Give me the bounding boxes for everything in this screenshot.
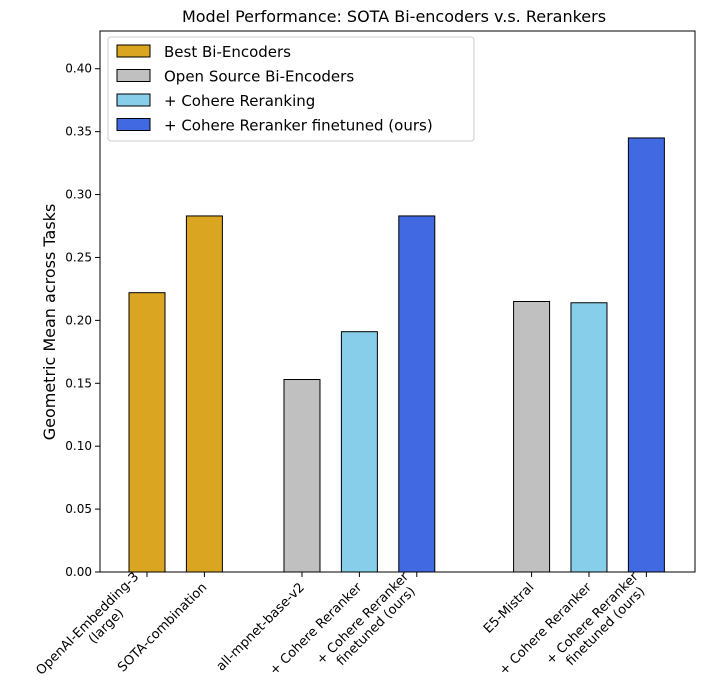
bars-layer [128, 137, 665, 573]
legend-label: + Cohere Reranker finetuned (ours) [164, 117, 433, 135]
bar [513, 301, 551, 573]
y-tick-label: 0.20 [65, 313, 92, 327]
x-tick-label: E5-Mistral [481, 580, 537, 636]
x-tick-label-line: SOTA-combination [115, 580, 210, 675]
y-tick-label: 0.10 [65, 439, 92, 453]
legend-label: Open Source Bi-Encoders [164, 68, 354, 86]
plot-frame [99, 30, 696, 573]
bar [627, 137, 665, 573]
bar [128, 292, 166, 573]
bar [570, 302, 608, 573]
y-tick-label: 0.40 [65, 62, 92, 76]
legend: Best Bi-Encoders Open Source Bi-Encoders +… [107, 36, 475, 142]
legend-box [107, 36, 475, 142]
y-tick-label: 0.15 [65, 376, 92, 390]
x-tick-label: SOTA-combination [115, 580, 210, 675]
legend-label: Best Bi-Encoders [164, 43, 291, 61]
legend-label: + Cohere Reranking [164, 92, 315, 110]
legend-swatch [116, 44, 151, 58]
bar [185, 215, 223, 573]
bar [340, 331, 378, 573]
chart-title: Model Performance: SOTA Bi-encoders v.s.… [182, 7, 606, 26]
legend-swatch [116, 69, 151, 82]
y-tick-label: 0.30 [65, 188, 92, 202]
x-axis: OpenAI-Embedding-3(large)SOTA-combinatio… [33, 569, 648, 689]
y-tick-label: 0.05 [65, 502, 92, 516]
legend-swatch [116, 118, 151, 131]
x-tick-label: OpenAI-Embedding-3(large) [33, 570, 152, 689]
y-tick-label: 0.35 [65, 125, 92, 139]
legend-swatch [116, 93, 151, 107]
y-axis: 0.00 0.05 0.10 0.15 0.20 0.25 0.30 0.35 0.40 [65, 62, 100, 579]
x-tick-label-line: E5-Mistral [481, 580, 537, 636]
y-tick-label: 0.00 [65, 565, 92, 579]
y-axis-label: Geometric Mean across Tasks [40, 204, 59, 441]
bar [283, 379, 321, 573]
bar [398, 215, 436, 573]
y-tick-label: 0.25 [65, 250, 92, 264]
